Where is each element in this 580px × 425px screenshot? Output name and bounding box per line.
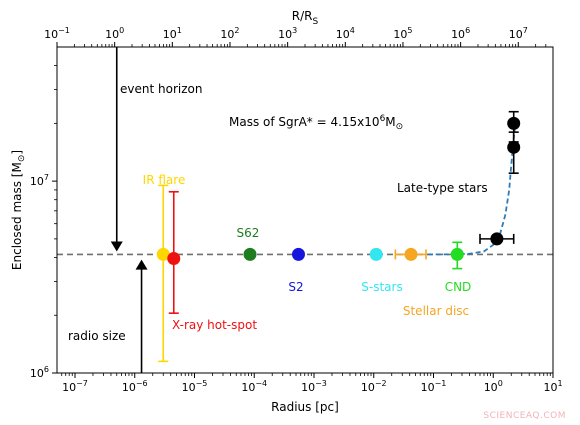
late-type-stars-label: Late-type stars (397, 181, 488, 195)
top-x-tick-label: 100 (105, 26, 124, 41)
y-tick-label: 106 (30, 365, 49, 380)
watermark: SCIENCEAQ.COM (483, 411, 566, 421)
sgra-mass-label: Mass of SgrA* = 4.15x106M⊙ (229, 114, 403, 132)
x-tick-label: 10−3 (301, 379, 327, 394)
s2-marker-dot (291, 247, 305, 261)
ir-flare-point (156, 184, 170, 363)
top-x-tick-label: 10−1 (44, 26, 70, 41)
stellar-disc-label: Stellar disc (403, 304, 469, 318)
x-axis-title: Radius [pc] (271, 400, 339, 414)
ir-flare-marker-dot (156, 247, 170, 261)
top-x-axis-title: R/RS (292, 9, 319, 27)
x-tick-label: 101 (543, 379, 562, 394)
x-tick-label: 10−5 (182, 379, 208, 394)
event-horizon-label: event horizon (120, 82, 202, 96)
top-x-tick-label: 103 (278, 26, 297, 41)
s62-point (243, 247, 257, 261)
x-tick-label: 10−1 (421, 379, 447, 394)
s-stars-point (369, 247, 383, 261)
x-ray-hot-spot-marker-dot (167, 252, 181, 266)
event-horizon-marker (110, 47, 123, 252)
radio-size-label: radio size (68, 329, 126, 343)
radio-size-marker (135, 259, 148, 373)
ir-flare-label: IR flare (143, 173, 186, 187)
late-type-stars-1-marker-dot (490, 232, 504, 246)
s-stars-marker-dot (369, 247, 383, 261)
points-layer (156, 110, 521, 363)
annotation-layer: event horizon radio size IR flare X-ray hot… (68, 82, 488, 343)
top-x-tick-label: 102 (220, 26, 239, 41)
s2-label: S2 (288, 280, 303, 294)
s-stars-label: S-stars (361, 280, 402, 294)
stellar-disc-point (394, 247, 427, 261)
stellar-disc-marker-dot (404, 247, 418, 261)
top-x-tick-label: 107 (509, 26, 528, 41)
y-tick-label: 107 (30, 173, 49, 188)
s62-label: S62 (237, 226, 260, 240)
marker-layer (110, 47, 148, 373)
top-x-tick-label: 106 (451, 26, 470, 41)
s62-marker-dot (243, 247, 257, 261)
s2-point (291, 247, 305, 261)
late-type-stars-3-marker-dot (507, 116, 521, 130)
x-tick-label: 10−6 (122, 379, 148, 394)
x-tick-label: 10−4 (241, 379, 267, 394)
late-type-stars-1-point (479, 232, 515, 246)
x-tick-label: 100 (484, 379, 503, 394)
x-tick-label: 10−2 (361, 379, 387, 394)
x-tick-label: 10−7 (62, 379, 88, 394)
x-ray-hot-spot-label: X-ray hot-spot (172, 318, 257, 332)
top-x-tick-label: 105 (393, 26, 412, 41)
event-horizon-arrow-head (110, 241, 123, 252)
late-type-stars-2-marker-dot (507, 140, 521, 154)
x-ray-hot-spot-point (167, 190, 181, 314)
cnd-point (450, 241, 464, 270)
axes-layer: 10−7 10−6 10−5 10−4 10−3 10−2 10−1 100 101 10−1 10… (10, 9, 566, 421)
top-x-tick-label: 101 (163, 26, 182, 41)
y-axis-title: Enclosed mass [M⊙] (10, 150, 27, 270)
cnd-marker-dot (450, 247, 464, 261)
late-type-stars-3-point (507, 110, 521, 143)
radio-size-arrow-head (135, 259, 148, 270)
cnd-label: CND (445, 280, 472, 294)
top-x-tick-label: 104 (336, 26, 355, 41)
